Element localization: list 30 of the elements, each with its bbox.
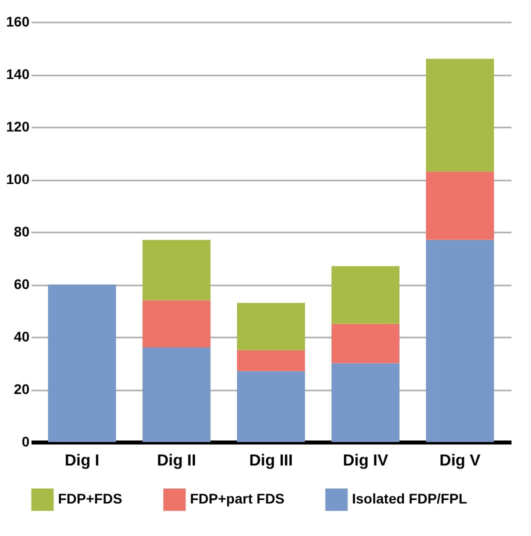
y-tick-label: 0 (22, 434, 30, 450)
legend-label: FDP+part FDS (190, 490, 285, 507)
x-tick-label: Dig V (440, 452, 481, 470)
y-tick-label: 120 (6, 118, 30, 134)
bar (331, 363, 400, 442)
bar (142, 300, 211, 348)
y-tick-label: 140 (6, 66, 30, 82)
bar (331, 324, 400, 364)
bar (48, 284, 116, 442)
x-tick-label: Dig I (64, 452, 100, 470)
y-tick-label: 160 (6, 14, 30, 30)
bar (426, 240, 494, 442)
y-tick-label: 100 (6, 171, 30, 187)
bar (426, 58, 494, 172)
bar (426, 172, 494, 240)
y-tick-label: 40 (14, 328, 30, 344)
legend-label: Isolated FDP/FPL (352, 490, 468, 507)
bar (237, 371, 305, 442)
bar (142, 348, 211, 442)
x-tick-label: Dig III (249, 452, 293, 470)
bar (142, 240, 211, 300)
x-tick-label: Dig II (156, 452, 196, 470)
y-tick-label: 80 (14, 224, 30, 240)
bar (331, 266, 400, 324)
y-tick-label: 20 (14, 381, 30, 397)
x-tick-label: Dig IV (342, 452, 388, 470)
bar (237, 350, 305, 372)
legend-label: FDP+FDS (58, 490, 122, 507)
y-tick-label: 60 (14, 276, 30, 292)
bar (237, 302, 305, 350)
